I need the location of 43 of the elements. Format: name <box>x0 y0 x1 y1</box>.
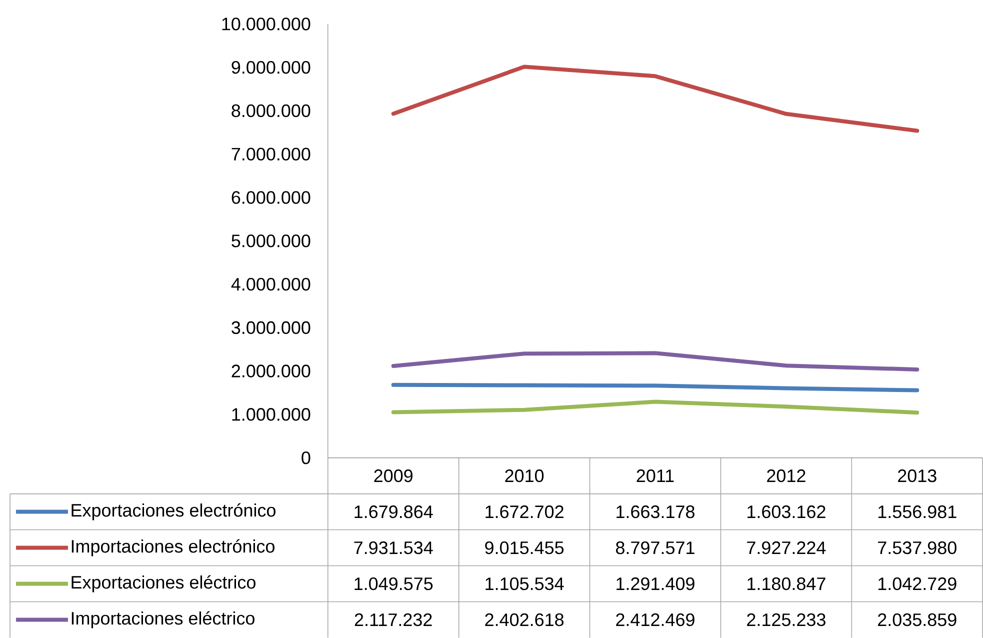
data-label: 2.412.469 <box>616 613 694 626</box>
data-label: 1.105.534 <box>486 577 564 590</box>
y-tick-label: 10.000.000 <box>222 18 310 30</box>
y-tick-label: 8.000.000 <box>232 104 310 118</box>
legend-label: Importaciones electrónico <box>72 539 274 556</box>
line-series <box>391 64 920 133</box>
data-label: 2.402.618 <box>485 613 564 626</box>
legend-label: Exportaciones electrónico <box>72 503 276 520</box>
x-tick-label: 2011 <box>636 469 674 482</box>
data-label: 2.117.232 <box>354 613 432 626</box>
line-series <box>391 351 920 372</box>
y-tick-label: 5.000.000 <box>232 234 310 248</box>
data-label: 1.042.729 <box>878 577 956 590</box>
y-tick-label: 3.000.000 <box>232 321 310 334</box>
line-series <box>391 400 920 415</box>
y-tick-label: 9.000.000 <box>232 60 310 74</box>
data-label: 1.180.847 <box>748 577 826 590</box>
y-tick-label: 2.000.000 <box>232 364 310 378</box>
data-label: 2.035.859 <box>878 613 956 626</box>
y-tick-label: 4.000.000 <box>231 278 310 291</box>
data-label: 7.537.980 <box>878 541 956 554</box>
data-label: 7.927.224 <box>747 541 826 554</box>
data-label: 1.603.162 <box>748 505 826 518</box>
data-label: 1.663.178 <box>616 505 694 518</box>
x-tick-label: 2009 <box>374 469 412 482</box>
data-label: 1.672.702 <box>486 505 564 518</box>
y-tick-label: 1.000.000 <box>232 408 310 421</box>
y-tick-label: 0 <box>302 451 310 464</box>
x-tick-label: 2013 <box>898 469 936 482</box>
data-label: 1.556.981 <box>878 505 956 518</box>
data-label: 2.125.233 <box>747 613 826 626</box>
x-tick-label: 2010 <box>505 469 544 482</box>
data-label: 9.015.455 <box>485 541 564 554</box>
data-label: 8.797.571 <box>616 541 694 554</box>
legend-label: Exportaciones eléctrico <box>72 575 256 592</box>
legend-label: Importaciones eléctrico <box>72 611 254 628</box>
data-label: 7.931.534 <box>354 541 433 554</box>
data-label: 1.049.575 <box>354 577 433 590</box>
data-label: 1.291.409 <box>616 577 694 590</box>
y-tick-label: 7.000.000 <box>232 148 310 160</box>
data-label: 1.679.864 <box>354 505 433 518</box>
y-tick-label: 6.000.000 <box>232 191 310 204</box>
x-tick-label: 2012 <box>767 469 806 482</box>
